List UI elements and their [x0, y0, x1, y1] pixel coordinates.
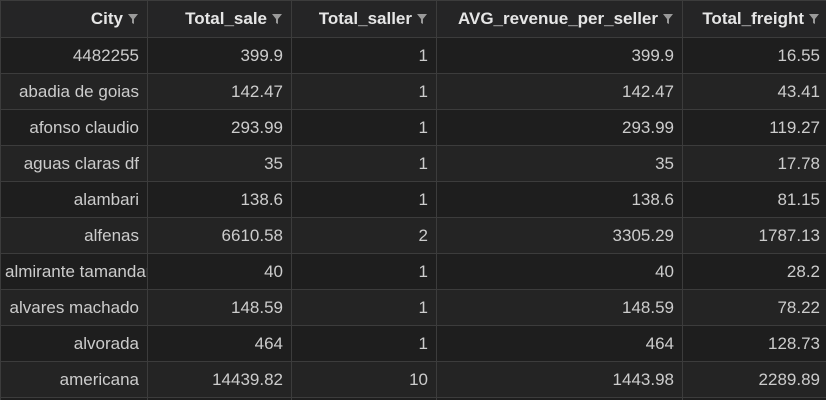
cell-total-saller[interactable]: 2 — [291, 217, 437, 254]
cell-city[interactable]: 4482255 — [0, 37, 148, 74]
column-header-label: Total_freight — [702, 9, 804, 28]
cell-total-freight[interactable]: 78.22 — [682, 289, 826, 326]
cell-avg-revenue-per-seller[interactable]: 35 — [436, 145, 683, 182]
cell-total-saller[interactable]: 1 — [291, 73, 437, 110]
cell-city[interactable]: alfenas — [0, 217, 148, 254]
column-header-label: City — [90, 9, 123, 28]
cell-total-saller[interactable]: 1 — [291, 145, 437, 182]
table-row[interactable]: 4482255 399.9 1 399.9 16.55 — [0, 37, 826, 74]
cell-avg-revenue-per-seller[interactable]: 148.59 — [436, 289, 683, 326]
cell-total-sale[interactable]: 138.6 — [147, 181, 292, 218]
column-header-total-saller[interactable]: Total_saller — [291, 0, 437, 38]
cell-city[interactable]: almirante tamandare — [0, 253, 148, 290]
cell-total-saller[interactable]: 1 — [291, 253, 437, 290]
column-header-total-freight[interactable]: Total_freight — [682, 0, 826, 38]
cell-city[interactable]: aguas claras df — [0, 145, 148, 182]
filter-icon[interactable] — [662, 13, 674, 25]
table-row[interactable] — [0, 397, 826, 400]
cell-total-freight[interactable]: 17.78 — [682, 145, 826, 182]
table-row[interactable]: almirante tamandare 40 1 40 28.2 — [0, 253, 826, 290]
cell-avg-revenue-per-seller[interactable]: 1443.98 — [436, 361, 683, 398]
cell-city[interactable]: americana — [0, 361, 148, 398]
cell-total-sale[interactable]: 14439.82 — [147, 361, 292, 398]
cell-city[interactable]: alvares machado — [0, 289, 148, 326]
cell-total-sale[interactable]: 399.9 — [147, 37, 292, 74]
table-row[interactable]: alfenas 6610.58 2 3305.29 1787.13 — [0, 217, 826, 254]
cell-avg-revenue-per-seller[interactable]: 40 — [436, 253, 683, 290]
cell-city[interactable]: alambari — [0, 181, 148, 218]
cell-total-freight[interactable] — [682, 397, 826, 400]
cell-avg-revenue-per-seller[interactable]: 138.6 — [436, 181, 683, 218]
header-row: City Total_sale Total_saller — [0, 0, 826, 38]
table-row[interactable]: abadia de goias 142.47 1 142.47 43.41 — [0, 73, 826, 110]
cell-total-sale[interactable]: 148.59 — [147, 289, 292, 326]
cell-total-freight[interactable]: 81.15 — [682, 181, 826, 218]
cell-total-saller[interactable]: 10 — [291, 361, 437, 398]
column-header-label: Total_saller — [318, 9, 412, 28]
table-body: 4482255 399.9 1 399.9 16.55 abadia de go… — [0, 37, 826, 400]
cell-avg-revenue-per-seller[interactable]: 293.99 — [436, 109, 683, 146]
cell-city[interactable]: abadia de goias — [0, 73, 148, 110]
cell-total-saller[interactable]: 1 — [291, 37, 437, 74]
column-header-label: AVG_revenue_per_seller — [457, 9, 658, 28]
filter-icon[interactable] — [127, 13, 139, 25]
column-header-total-sale[interactable]: Total_sale — [147, 0, 292, 38]
table-row[interactable]: alvares machado 148.59 1 148.59 78.22 — [0, 289, 826, 326]
table-row[interactable]: aguas claras df 35 1 35 17.78 — [0, 145, 826, 182]
filter-icon[interactable] — [271, 13, 283, 25]
cell-total-sale[interactable]: 293.99 — [147, 109, 292, 146]
cell-avg-revenue-per-seller[interactable]: 142.47 — [436, 73, 683, 110]
column-header-city[interactable]: City — [0, 0, 148, 38]
cell-total-freight[interactable]: 16.55 — [682, 37, 826, 74]
cell-total-sale[interactable]: 40 — [147, 253, 292, 290]
cell-city[interactable]: alvorada — [0, 325, 148, 362]
table-row[interactable]: americana 14439.82 10 1443.98 2289.89 — [0, 361, 826, 398]
table-row[interactable]: alambari 138.6 1 138.6 81.15 — [0, 181, 826, 218]
cell-total-saller[interactable]: 1 — [291, 289, 437, 326]
table-row[interactable]: alvorada 464 1 464 128.73 — [0, 325, 826, 362]
filter-icon[interactable] — [416, 13, 428, 25]
filter-icon[interactable] — [808, 13, 820, 25]
cell-total-sale[interactable]: 142.47 — [147, 73, 292, 110]
cell-avg-revenue-per-seller[interactable]: 3305.29 — [436, 217, 683, 254]
cell-total-sale[interactable]: 6610.58 — [147, 217, 292, 254]
cell-total-freight[interactable]: 2289.89 — [682, 361, 826, 398]
column-header-label: Total_sale — [185, 9, 267, 28]
cell-total-freight[interactable]: 28.2 — [682, 253, 826, 290]
cell-total-sale[interactable]: 35 — [147, 145, 292, 182]
cell-city[interactable]: afonso claudio — [0, 109, 148, 146]
column-header-avg-revenue-per-seller[interactable]: AVG_revenue_per_seller — [436, 0, 683, 38]
cell-total-sale[interactable]: 464 — [147, 325, 292, 362]
cell-total-freight[interactable]: 43.41 — [682, 73, 826, 110]
cell-total-freight[interactable]: 119.27 — [682, 109, 826, 146]
cell-total-freight[interactable]: 128.73 — [682, 325, 826, 362]
cell-total-freight[interactable]: 1787.13 — [682, 217, 826, 254]
cell-total-saller[interactable]: 1 — [291, 109, 437, 146]
table-row[interactable]: afonso claudio 293.99 1 293.99 119.27 — [0, 109, 826, 146]
cell-total-saller[interactable]: 1 — [291, 181, 437, 218]
cell-avg-revenue-per-seller[interactable]: 464 — [436, 325, 683, 362]
cell-avg-revenue-per-seller[interactable]: 399.9 — [436, 37, 683, 74]
cell-total-saller[interactable]: 1 — [291, 325, 437, 362]
